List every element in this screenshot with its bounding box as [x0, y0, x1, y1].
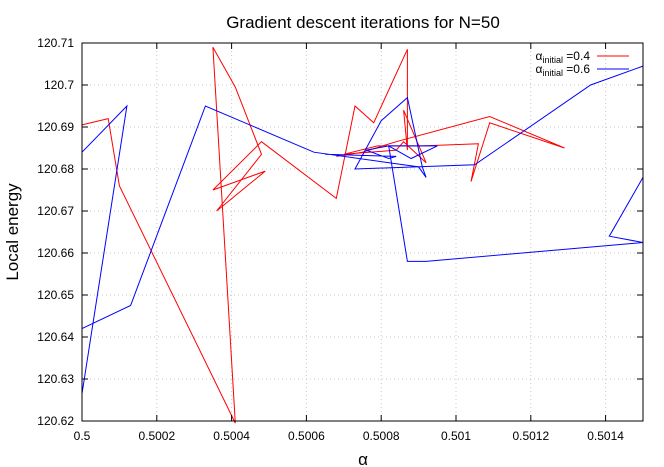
y-tick-label: 120.71	[37, 36, 74, 50]
y-tick-label: 120.66	[37, 246, 74, 260]
x-tick-label: 0.501	[441, 429, 471, 443]
x-tick-label: 0.5	[74, 429, 91, 443]
y-tick-label: 120.67	[37, 204, 74, 218]
x-tick-label: 0.5008	[363, 429, 400, 443]
series-line-2	[81, 65, 644, 394]
y-tick-label: 120.62	[37, 414, 74, 428]
grid-lines	[82, 43, 643, 421]
x-tick-label: 0.5006	[288, 429, 325, 443]
series-line-1	[81, 46, 565, 424]
x-tick-label: 0.5014	[587, 429, 624, 443]
series-layer	[81, 46, 644, 424]
plot-frame	[81, 42, 644, 422]
legend-label-1: αinitial =0.4	[536, 49, 591, 65]
legend-label-2: αinitial =0.6	[536, 62, 591, 78]
x-tick-label: 0.5004	[213, 429, 250, 443]
y-tick-label: 120.63	[37, 372, 74, 386]
x-axis-label: α	[358, 450, 368, 467]
y-tick-label: 120.68	[37, 162, 74, 176]
y-tick-label: 120.7	[44, 78, 74, 92]
y-tick-label: 120.65	[37, 288, 74, 302]
y-tick-label: 120.69	[37, 120, 74, 134]
axis-ticks: 0.5 0.5002 0.5004 0.5006 0.5008 0.501 0.5012 0.…	[37, 36, 643, 443]
y-axis-label: Local energy	[3, 183, 22, 281]
chart-title: Gradient descent iterations for N=50	[226, 13, 500, 32]
x-tick-label: 0.5012	[512, 429, 549, 443]
y-tick-label: 120.64	[37, 330, 74, 344]
x-tick-label: 0.5002	[138, 429, 175, 443]
